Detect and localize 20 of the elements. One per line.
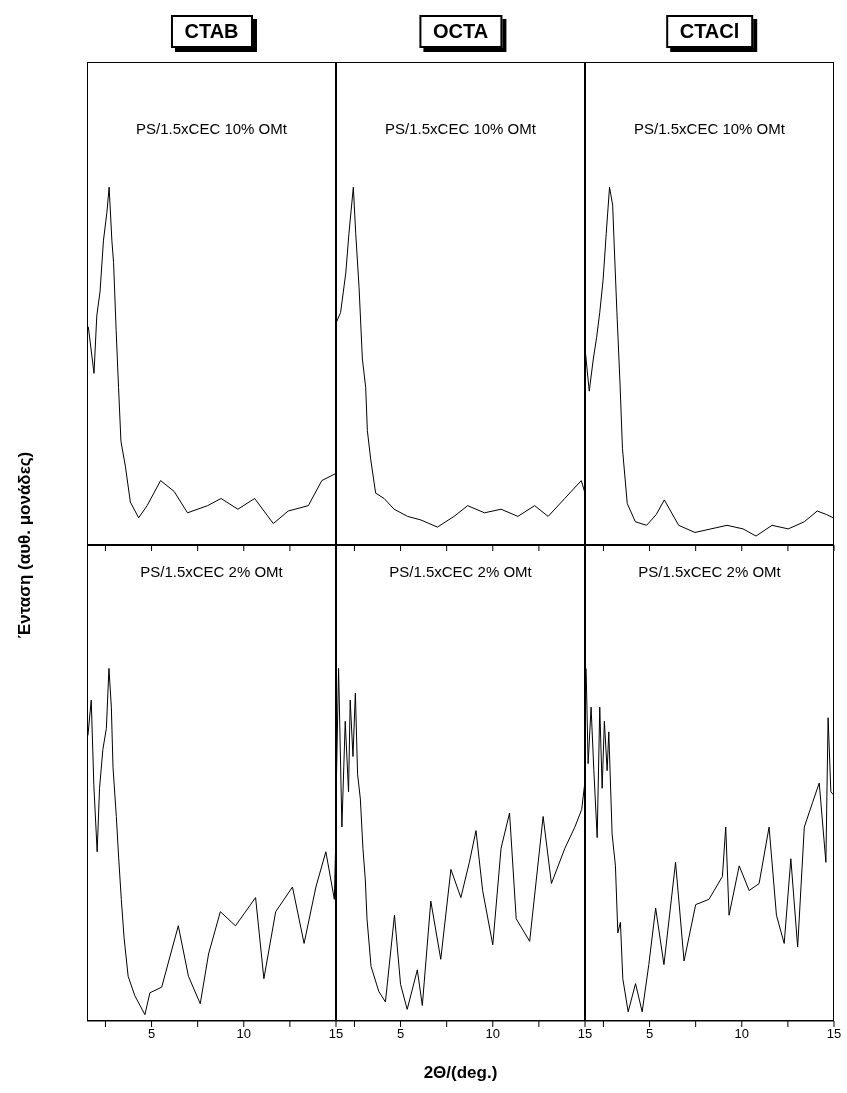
x-tick-label: 5 [645, 1026, 654, 1042]
chart-title: CTAB [170, 15, 253, 48]
chart-title: CTACl [665, 15, 754, 48]
text: PS/1.5xCEC 2% OMt [388, 563, 533, 580]
x-tick-label: 15 [328, 1026, 344, 1042]
x-tick-label: 5 [396, 1026, 405, 1042]
x-tick-label: 10 [236, 1026, 252, 1042]
x-tick-label: 15 [826, 1026, 842, 1042]
x-tick-label: 15 [577, 1026, 593, 1042]
text: PS/1.5xCEC 10% OMt [384, 120, 537, 137]
y-axis-title: Ένταση (αυθ. μονάδες) [15, 451, 35, 639]
x-axis-title: 2Θ/(deg.) [423, 1063, 498, 1083]
x-tick-label: 10 [734, 1026, 750, 1042]
text: PS/1.5xCEC 2% OMt [637, 563, 782, 580]
chart-title: OCTA [418, 15, 503, 48]
x-tick-label: 10 [485, 1026, 501, 1042]
text: PS/1.5xCEC 2% OMt [139, 563, 284, 580]
text: PS/1.5xCEC 10% OMt [135, 120, 288, 137]
text: PS/1.5xCEC 10% OMt [633, 120, 786, 137]
x-tick-label: 5 [147, 1026, 156, 1042]
